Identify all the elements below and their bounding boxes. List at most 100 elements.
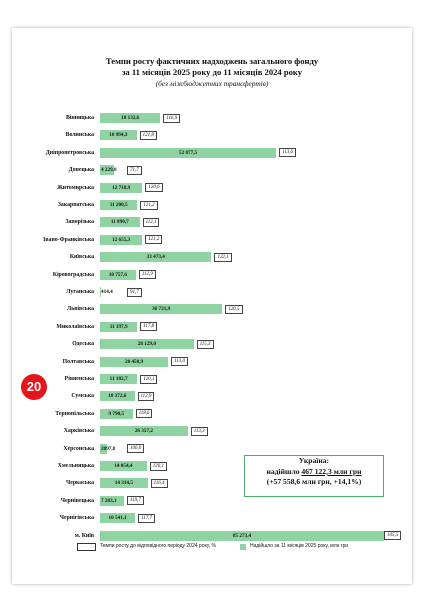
region-label: Одеська	[72, 341, 94, 348]
growth-rate-label: 122,1	[214, 252, 232, 262]
bar-value-label: 12 718,9	[112, 184, 131, 191]
bar-value-label: 18 132,6	[121, 115, 140, 121]
bar	[100, 478, 148, 489]
region-label: Львівська	[66, 306, 94, 313]
bar-value-label: 11 197,9	[109, 323, 128, 330]
bar	[100, 356, 169, 367]
ukraine-summary-heading: Україна:	[298, 456, 330, 465]
legend-rate-label: Темпи росту до відповідного періоду 2024…	[100, 543, 216, 549]
region-label: Донецька	[68, 167, 94, 174]
bar-value-label: 10 541,1	[108, 515, 127, 522]
bar-value-label: 28 129,0	[137, 341, 156, 348]
region-label: Чернівецька	[60, 497, 94, 504]
legend-bar-label: Надійшло за 11 місяців 2025 року, млн гр…	[250, 543, 349, 549]
legend-rate-swatch	[77, 543, 96, 551]
bar-value-label: 85 273,4	[232, 532, 252, 539]
bar-value-label: 52 877,5	[178, 149, 198, 156]
region-label: Херсонська	[63, 445, 94, 452]
highlight-badge: 20	[21, 374, 47, 400]
growth-rate-label: 113,6	[279, 148, 296, 158]
bar	[100, 113, 161, 123]
growth-rate-label: 106,0	[127, 444, 145, 454]
bar	[100, 269, 136, 280]
region-label: Вінницька	[65, 115, 94, 121]
growth-rate-label: 105,5	[384, 531, 402, 541]
bar-value-label: 12 655,3	[111, 236, 131, 243]
growth-rate-label: 71,7	[127, 165, 142, 175]
growth-rate-label: 121,2	[140, 200, 158, 210]
growth-rate-label: 112,1	[142, 217, 160, 227]
region-label: Хмельницька	[57, 463, 94, 469]
bar	[100, 147, 277, 158]
ukraine-summary-growth: (+57 558,6 млн грн, +14,1%)	[266, 477, 362, 486]
bar	[100, 408, 133, 419]
ukraine-summary-total: 467 122,3 млн грн	[301, 466, 362, 476]
bar	[100, 391, 135, 402]
chart-title-line2: за 11 місяців 2025 року до 11 місяців 20…	[121, 67, 303, 77]
bar	[100, 234, 143, 245]
legend-bar-swatch	[240, 544, 246, 550]
growth-rate-label: 112,9	[137, 391, 155, 401]
bar	[100, 130, 137, 141]
growth-rate-label: 120,1	[149, 461, 168, 471]
region-label: Запорізька	[65, 219, 94, 226]
bar	[100, 374, 138, 384]
bar-value-label: 9 790,5	[108, 410, 125, 417]
bar-value-label: 33 473,4	[146, 254, 165, 261]
ukraine-summary-amount: надійшло 467 122,3 млн грн	[245, 467, 383, 478]
bar	[100, 287, 102, 297]
growth-rate-label: 113,3	[190, 426, 208, 436]
bar-value-label: 10 372,6	[108, 393, 127, 400]
bar-value-label: 26 357,2	[134, 428, 153, 435]
growth-rate-label: 117,8	[140, 322, 158, 332]
region-label: Кіровоградська	[52, 271, 94, 278]
region-label: Сумська	[71, 393, 94, 400]
growth-rate-label: 121,8	[139, 130, 157, 140]
bar-value-label: 11 200,5	[109, 202, 128, 208]
bar	[100, 495, 125, 506]
region-label: Харківська	[63, 428, 94, 435]
bar	[100, 426, 188, 437]
growth-rate-label: 119,7	[127, 496, 144, 506]
bar	[100, 200, 138, 210]
growth-rate-label: 117,7	[138, 513, 155, 523]
chart-title-line1: Темпи росту фактичних надходжень загальн…	[105, 56, 319, 66]
region-label: Чернігівська	[59, 515, 94, 522]
bar-value-label: 14 314,5	[114, 480, 133, 487]
growth-rate-label: 120,1	[140, 374, 158, 384]
growth-rate-label: 120,5	[225, 304, 243, 314]
ukraine-summary-box: Україна: надійшло 467 122,3 млн грн (+57…	[244, 455, 384, 497]
growth-rate-label: 120,6	[145, 183, 163, 193]
region-label: Закарпатська	[57, 202, 94, 208]
bar	[100, 339, 194, 350]
bar	[100, 461, 147, 471]
bar-value-label: 11 890,7	[110, 219, 129, 226]
bar-value-label: 414,4	[101, 289, 113, 295]
growth-rate-label: 121,2	[145, 235, 163, 245]
bar	[100, 182, 143, 193]
growth-rate-label: 112,9	[138, 270, 156, 280]
ukraine-summary-prefix: надійшло	[266, 466, 302, 476]
growth-rate-label: 116,4	[150, 478, 168, 488]
region-label: Тернопільська	[55, 410, 94, 417]
region-label: м. Київ	[74, 532, 94, 539]
bar-value-label: 36 721,9	[152, 306, 171, 313]
bar-value-label: 11 182,7	[109, 376, 128, 382]
bar-value-label: 2097,8	[101, 445, 116, 452]
region-label: Полтавська	[62, 358, 94, 365]
region-label: Черкаська	[66, 480, 94, 487]
bar-value-label: 20 450,9	[124, 358, 144, 365]
region-label: Житомирська	[57, 184, 94, 191]
chart-subtitle: (без міжбюджетних трансфертів)	[155, 79, 269, 88]
bar	[100, 443, 107, 454]
bar-value-label: 14 054,4	[114, 463, 133, 469]
region-label: Дніпропетровська	[45, 149, 94, 156]
bar-value-label: 10 757,6	[108, 271, 127, 278]
bar	[100, 217, 140, 228]
bar	[100, 530, 384, 541]
growth-rate-label: 118,6	[135, 409, 153, 419]
bar	[100, 165, 115, 176]
region-label: Миколаївська	[56, 323, 94, 330]
growth-rate-label: 113,0	[171, 357, 188, 367]
growth-rate-label: 116,9	[163, 113, 181, 123]
